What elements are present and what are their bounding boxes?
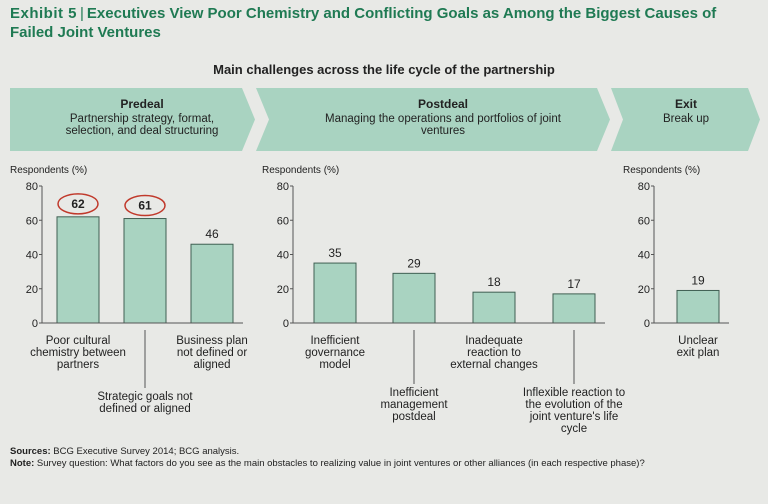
y-axis-label-predeal: Respondents (%) [10,165,87,176]
y-tick-label-exit: 0 [644,318,650,330]
category-label-predeal-1: Poor cultural chemistry between partners [30,335,126,371]
phase-description-exit: Break up [663,113,709,125]
phase-title-exit: Exit [675,97,697,111]
y-tick-label-exit: 40 [638,250,650,262]
data-label-predeal-2: 61 [138,199,152,213]
y-axis-label-exit: Respondents (%) [623,165,700,176]
sources-text: BCG Executive Survey 2014; BCG analysis. [53,446,240,457]
y-tick-label-predeal: 0 [32,318,38,330]
y-tick-label-postdeal: 40 [277,250,289,262]
data-label-exit-1: 19 [691,273,705,287]
category-label-exit-1: Unclear exit plan [677,335,720,359]
bar-predeal-1 [56,216,100,324]
note-line: Note: Survey question: What factors do y… [10,458,760,470]
y-tick-label-predeal: 40 [26,250,38,262]
phase-arrow-predeal [10,88,255,151]
bar-exit-1 [676,289,720,324]
bar-postdeal-1 [313,262,357,324]
y-tick-label-postdeal: 20 [277,284,289,296]
bar-predeal-3 [190,243,234,324]
exhibit-title: Exhibit 5 | Executives View Poor Chemistry… [10,5,717,41]
y-axis-label-postdeal: Respondents (%) [262,165,339,176]
y-tick-label-predeal: 80 [26,181,38,193]
y-tick-label-predeal: 20 [26,284,38,296]
highlight-ring-predeal-1 [57,193,99,215]
exhibit-heading: Executives View Poor Chemistry and Confl… [10,5,717,41]
bar-postdeal-3 [472,291,516,324]
y-tick-label-postdeal: 0 [283,318,289,330]
sources-label: Sources: [10,446,51,457]
data-label-postdeal-2: 29 [407,256,421,270]
bar-postdeal-4 [552,293,596,324]
y-tick-label-postdeal: 80 [277,181,289,193]
data-label-postdeal-4: 17 [567,277,581,291]
category-label-postdeal-1: Inefficient governance model [305,335,365,371]
note-label: Note: [10,458,35,469]
sources-line: Sources: BCG Executive Survey 2014; BCG … [10,446,760,458]
footer: Sources: BCG Executive Survey 2014; BCG … [10,446,760,470]
note-text: Survey question: What factors do you see… [36,458,645,469]
category-label-postdeal-4: Inflexible reaction to the evolution of t… [523,387,625,435]
bar-postdeal-2 [392,272,436,324]
phase-arrow-postdeal [256,88,610,151]
phase-arrow-exit [611,88,760,151]
y-tick-label-exit: 80 [638,181,650,193]
bar-predeal-2 [123,218,167,324]
y-tick-label-exit: 20 [638,284,650,296]
category-label-predeal-3: Business plan not defined or aligned [176,335,248,371]
phase-description-predeal: Partnership strategy, format, selection, … [66,113,219,137]
category-label-postdeal-2: Inefficient management postdeal [380,387,448,423]
category-label-postdeal-3: Inadequate reaction to external changes [450,335,538,371]
chart-subtitle: Main challenges across the life cycle of… [213,62,555,77]
data-label-predeal-1: 62 [71,197,85,211]
y-tick-label-exit: 60 [638,215,650,227]
highlight-ring-predeal-2 [124,194,166,217]
category-label-predeal-2: Strategic goals not defined or aligned [97,391,193,415]
data-label-postdeal-3: 18 [487,275,501,289]
exhibit-number: Exhibit 5 [10,5,78,22]
y-tick-label-postdeal: 60 [277,215,289,227]
data-label-predeal-3: 46 [205,227,219,241]
y-tick-label-predeal: 60 [26,215,38,227]
phase-title-postdeal: Postdeal [418,97,468,111]
phase-description-postdeal: Managing the operations and portfolios o… [325,113,562,137]
data-label-postdeal-1: 35 [328,246,342,260]
phase-title-predeal: Predeal [120,97,163,111]
